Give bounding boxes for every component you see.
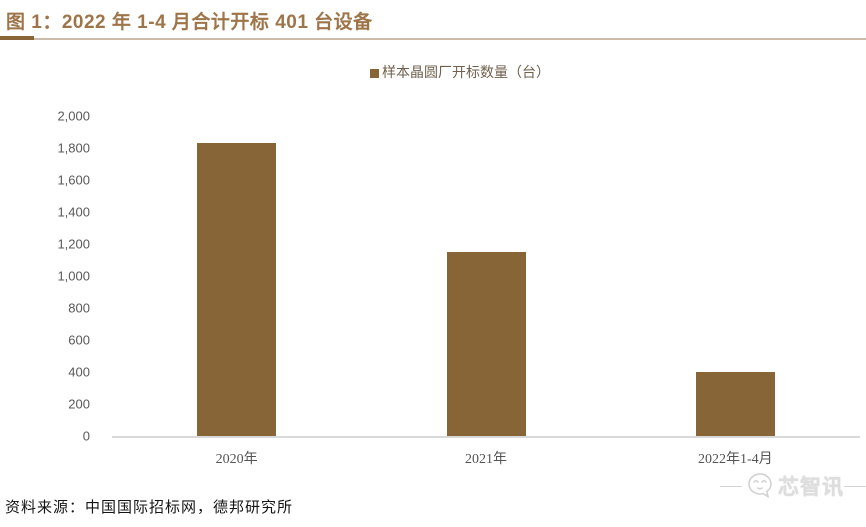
title-divider-line <box>0 38 866 40</box>
chart-bar <box>197 143 277 436</box>
y-tick-label: 200 <box>68 396 90 412</box>
watermark-right-line <box>844 485 866 487</box>
chart-bar <box>446 252 526 436</box>
y-tick-label: 600 <box>68 332 90 348</box>
y-tick-label: 0 <box>82 428 90 444</box>
legend-label: 样本晶圆厂开标数量（台） <box>382 66 550 81</box>
chart-legend: 样本晶圆厂开标数量（台） <box>80 62 840 82</box>
x-axis-label: 2020年 <box>215 452 258 467</box>
y-tick-label: 2,000 <box>57 108 90 124</box>
watermark-label: 芯智讯 <box>778 476 844 499</box>
title-divider-accent <box>0 36 34 40</box>
chart-bar <box>695 372 775 436</box>
y-tick-label: 1,800 <box>57 140 90 156</box>
y-axis: 2,000 1,800 1,600 1,400 1,200 1,000 800 600 400 2… <box>0 0 90 527</box>
y-tick-label: 1,000 <box>57 268 90 284</box>
source-note: 资料来源：中国国际招标网，德邦研究所 <box>5 500 294 516</box>
legend-square-icon <box>370 69 379 78</box>
figure-title: 图 1：2022 年 1-4 月合计开标 401 台设备 <box>6 12 373 33</box>
y-tick-label: 1,400 <box>57 204 90 220</box>
y-tick-label: 1,200 <box>57 236 90 252</box>
y-tick-label: 400 <box>68 364 90 380</box>
y-tick-label: 1,600 <box>57 172 90 188</box>
watermark-left-line <box>720 485 742 487</box>
x-axis-label: 2022年1-4月 <box>697 452 773 467</box>
x-axis-label: 2021年 <box>465 452 507 467</box>
y-tick-label: 800 <box>68 300 90 316</box>
watermark: 芯智讯 <box>720 468 866 504</box>
chat-face-logo-icon <box>748 473 772 499</box>
x-axis-line <box>112 436 860 438</box>
plot-area <box>112 116 860 436</box>
